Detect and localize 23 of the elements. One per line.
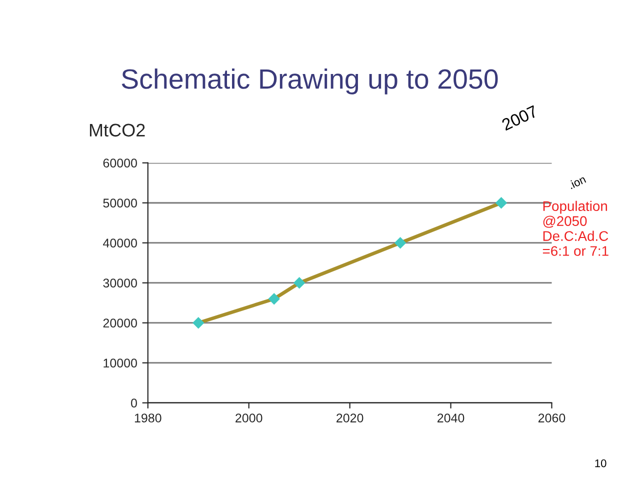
annotation: Population @2050 De.C:Ad.C =6:1 or 7:1 xyxy=(542,200,608,256)
y-tick-label: 20000 xyxy=(103,318,137,328)
point xyxy=(294,277,305,288)
x-tick-label: 1980 xyxy=(134,414,162,422)
y-axis-title: MtCO2 xyxy=(90,124,145,137)
y-tick-label: 30000 xyxy=(103,278,137,288)
x-tick-label: 2020 xyxy=(336,414,364,422)
y-tick-label: 50000 xyxy=(103,198,137,208)
text: 10 xyxy=(595,459,606,468)
point xyxy=(268,293,280,304)
y-tick-label: 40000 xyxy=(103,238,137,248)
x-tick-label: 2040 xyxy=(438,414,464,422)
point xyxy=(394,237,406,248)
x-tick-label: 2060 xyxy=(538,414,566,422)
chart-title: Schematic Drawing up to 2050 xyxy=(122,68,498,94)
y-tick-label: 60000 xyxy=(103,158,137,168)
text: .ion xyxy=(568,174,586,190)
x-tick-label: 2000 xyxy=(236,414,262,422)
y-tick-label: 0 xyxy=(131,398,137,408)
point xyxy=(496,197,507,208)
point xyxy=(192,317,204,328)
text: 2007 xyxy=(501,105,538,131)
y-tick-label: 10000 xyxy=(104,358,137,368)
